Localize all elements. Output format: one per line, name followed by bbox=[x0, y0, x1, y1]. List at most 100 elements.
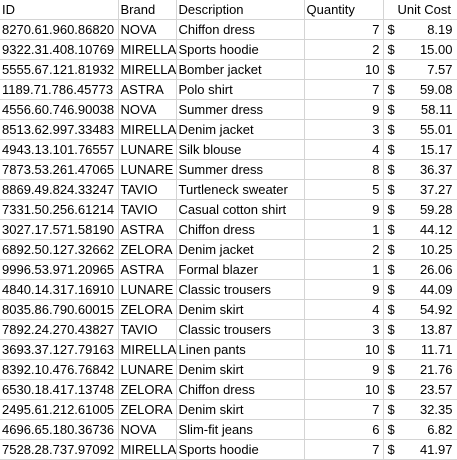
cell-brand[interactable]: MIRELLA bbox=[118, 439, 177, 460]
cell-unit-cost[interactable]: 59.28 bbox=[401, 199, 457, 220]
cell-brand[interactable]: ASTRA bbox=[118, 219, 177, 240]
cell-id[interactable]: 6530.18.417.13748 bbox=[0, 379, 119, 400]
cell-id[interactable]: 2495.61.212.61005 bbox=[0, 399, 119, 420]
cell-currency[interactable]: $ bbox=[383, 259, 401, 280]
cell-id[interactable]: 9322.31.408.10769 bbox=[0, 39, 119, 60]
cell-brand[interactable]: LUNARE bbox=[118, 139, 177, 160]
cell-id[interactable]: 1189.71.786.45773 bbox=[0, 79, 119, 100]
cell-brand[interactable]: ZELORA bbox=[118, 399, 177, 420]
cell-unit-cost[interactable]: 6.82 bbox=[401, 419, 457, 440]
cell-currency[interactable]: $ bbox=[383, 239, 401, 260]
cell-quantity[interactable]: 9 bbox=[304, 199, 384, 220]
cell-currency[interactable]: $ bbox=[383, 299, 401, 320]
cell-quantity[interactable]: 10 bbox=[304, 339, 384, 360]
cell-brand[interactable]: MIRELLA bbox=[118, 119, 177, 140]
cell-id[interactable]: 8869.49.824.33247 bbox=[0, 179, 119, 200]
cell-brand[interactable]: ZELORA bbox=[118, 239, 177, 260]
cell-brand[interactable]: MIRELLA bbox=[118, 339, 177, 360]
cell-description[interactable]: Formal blazer bbox=[176, 259, 305, 280]
cell-unit-cost[interactable]: 26.06 bbox=[401, 259, 457, 280]
cell-brand[interactable]: TAVIO bbox=[118, 319, 177, 340]
cell-unit-cost[interactable]: 32.35 bbox=[401, 399, 457, 420]
cell-currency[interactable]: $ bbox=[383, 439, 401, 460]
header-cell-quantity[interactable]: Quantity bbox=[304, 0, 384, 20]
cell-currency[interactable]: $ bbox=[383, 279, 401, 300]
cell-id[interactable]: 9996.53.971.20965 bbox=[0, 259, 119, 280]
cell-unit-cost[interactable]: 7.57 bbox=[401, 59, 457, 80]
cell-quantity[interactable]: 3 bbox=[304, 319, 384, 340]
cell-quantity[interactable]: 6 bbox=[304, 419, 384, 440]
cell-description[interactable]: Classic trousers bbox=[176, 279, 305, 300]
cell-id[interactable]: 4840.14.317.16910 bbox=[0, 279, 119, 300]
cell-unit-cost[interactable]: 58.11 bbox=[401, 99, 457, 120]
cell-id[interactable]: 4696.65.180.36736 bbox=[0, 419, 119, 440]
cell-quantity[interactable]: 3 bbox=[304, 119, 384, 140]
cell-description[interactable]: Summer dress bbox=[176, 159, 305, 180]
cell-description[interactable]: Chiffon dress bbox=[176, 19, 305, 40]
cell-description[interactable]: Chiffon dress bbox=[176, 379, 305, 400]
cell-unit-cost[interactable]: 23.57 bbox=[401, 379, 457, 400]
cell-brand[interactable]: ASTRA bbox=[118, 79, 177, 100]
cell-unit-cost[interactable]: 10.25 bbox=[401, 239, 457, 260]
cell-brand[interactable]: ZELORA bbox=[118, 379, 177, 400]
cell-currency[interactable]: $ bbox=[383, 219, 401, 240]
cell-unit-cost[interactable]: 21.76 bbox=[401, 359, 457, 380]
cell-quantity[interactable]: 10 bbox=[304, 379, 384, 400]
cell-currency[interactable]: $ bbox=[383, 379, 401, 400]
cell-brand[interactable]: NOVA bbox=[118, 419, 177, 440]
cell-id[interactable]: 6892.50.127.32662 bbox=[0, 239, 119, 260]
cell-description[interactable]: Denim skirt bbox=[176, 359, 305, 380]
cell-currency[interactable]: $ bbox=[383, 419, 401, 440]
cell-id[interactable]: 4556.60.746.90038 bbox=[0, 99, 119, 120]
cell-description[interactable]: Sports hoodie bbox=[176, 439, 305, 460]
cell-currency[interactable]: $ bbox=[383, 399, 401, 420]
cell-currency[interactable]: $ bbox=[383, 179, 401, 200]
cell-description[interactable]: Casual cotton shirt bbox=[176, 199, 305, 220]
cell-description[interactable]: Bomber jacket bbox=[176, 59, 305, 80]
cell-quantity[interactable]: 10 bbox=[304, 59, 384, 80]
cell-quantity[interactable]: 4 bbox=[304, 139, 384, 160]
cell-quantity[interactable]: 7 bbox=[304, 79, 384, 100]
cell-unit-cost[interactable]: 13.87 bbox=[401, 319, 457, 340]
cell-unit-cost[interactable]: 15.00 bbox=[401, 39, 457, 60]
cell-brand[interactable]: ASTRA bbox=[118, 259, 177, 280]
cell-description[interactable]: Slim-fit jeans bbox=[176, 419, 305, 440]
cell-unit-cost[interactable]: 11.71 bbox=[401, 339, 457, 360]
cell-description[interactable]: Denim jacket bbox=[176, 239, 305, 260]
cell-brand[interactable]: LUNARE bbox=[118, 159, 177, 180]
cell-unit-cost[interactable]: 44.12 bbox=[401, 219, 457, 240]
cell-quantity[interactable]: 9 bbox=[304, 279, 384, 300]
cell-brand[interactable]: TAVIO bbox=[118, 199, 177, 220]
cell-currency[interactable]: $ bbox=[383, 99, 401, 120]
header-cell-brand[interactable]: Brand bbox=[118, 0, 177, 20]
cell-description[interactable]: Denim skirt bbox=[176, 399, 305, 420]
cell-currency[interactable]: $ bbox=[383, 39, 401, 60]
cell-brand[interactable]: MIRELLA bbox=[118, 39, 177, 60]
cell-id[interactable]: 8035.86.790.60015 bbox=[0, 299, 119, 320]
cell-unit-cost[interactable]: 15.17 bbox=[401, 139, 457, 160]
cell-currency[interactable]: $ bbox=[383, 79, 401, 100]
header-cell-id[interactable]: ID bbox=[0, 0, 119, 20]
cell-brand[interactable]: NOVA bbox=[118, 19, 177, 40]
cell-unit-cost[interactable]: 59.08 bbox=[401, 79, 457, 100]
cell-unit-cost[interactable]: 36.37 bbox=[401, 159, 457, 180]
cell-id[interactable]: 7528.28.737.97092 bbox=[0, 439, 119, 460]
cell-id[interactable]: 7873.53.261.47065 bbox=[0, 159, 119, 180]
cell-quantity[interactable]: 5 bbox=[304, 179, 384, 200]
cell-brand[interactable]: LUNARE bbox=[118, 279, 177, 300]
cell-currency[interactable]: $ bbox=[383, 59, 401, 80]
cell-id[interactable]: 8270.61.960.86820 bbox=[0, 19, 119, 40]
header-cell-unit-cost[interactable]: Unit Cost bbox=[383, 0, 457, 20]
cell-description[interactable]: Chiffon dress bbox=[176, 219, 305, 240]
cell-quantity[interactable]: 4 bbox=[304, 299, 384, 320]
cell-id[interactable]: 8392.10.476.76842 bbox=[0, 359, 119, 380]
cell-currency[interactable]: $ bbox=[383, 119, 401, 140]
cell-description[interactable]: Turtleneck sweater bbox=[176, 179, 305, 200]
cell-description[interactable]: Silk blouse bbox=[176, 139, 305, 160]
cell-quantity[interactable]: 1 bbox=[304, 259, 384, 280]
cell-unit-cost[interactable]: 41.97 bbox=[401, 439, 457, 460]
cell-currency[interactable]: $ bbox=[383, 199, 401, 220]
cell-currency[interactable]: $ bbox=[383, 139, 401, 160]
cell-unit-cost[interactable]: 37.27 bbox=[401, 179, 457, 200]
cell-description[interactable]: Sports hoodie bbox=[176, 39, 305, 60]
